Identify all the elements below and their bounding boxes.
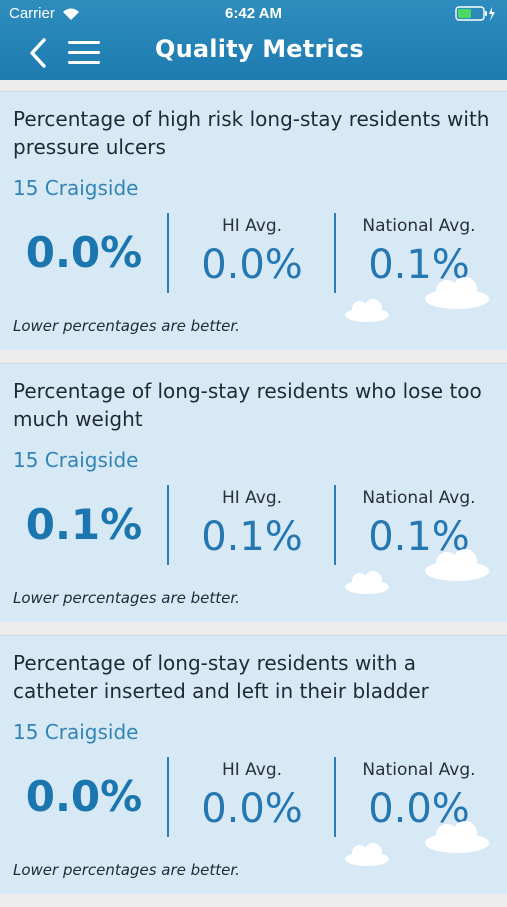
divider bbox=[167, 485, 169, 565]
cloud-icon bbox=[345, 571, 389, 594]
metric-title: Percentage of long-stay residents with a… bbox=[13, 651, 429, 703]
hi-average-column: HI Avg. 0.0% bbox=[169, 216, 335, 288]
hi-average-value: 0.1% bbox=[201, 514, 303, 560]
metrics-list: Percentage of high risk long-stay reside… bbox=[0, 91, 507, 907]
facility-value: 0.0% bbox=[25, 228, 143, 277]
hi-average-label: HI Avg. bbox=[221, 216, 283, 236]
hi-average-label: HI Avg. bbox=[221, 760, 283, 780]
hi-average-column: HI Avg. 0.0% bbox=[169, 760, 335, 832]
footnote: Lower percentages are better. bbox=[13, 589, 240, 607]
divider bbox=[334, 757, 336, 837]
hamburger-menu-icon[interactable] bbox=[66, 38, 102, 68]
wifi-icon bbox=[63, 8, 79, 20]
national-average-label: National Avg. bbox=[362, 760, 476, 780]
hi-average-value: 0.0% bbox=[201, 786, 303, 832]
facility-name: 15 Craigside bbox=[13, 720, 139, 744]
clock: 6:42 AM bbox=[225, 5, 282, 22]
divider bbox=[334, 485, 336, 565]
battery-icon bbox=[455, 6, 495, 21]
facility-name: 15 Craigside bbox=[13, 176, 139, 200]
national-average-label: National Avg. bbox=[362, 216, 476, 236]
hi-average-label: HI Avg. bbox=[221, 488, 283, 508]
divider bbox=[167, 213, 169, 293]
metric-title: Percentage of long-stay residents who lo… bbox=[13, 379, 482, 431]
carrier-label: Carrier bbox=[9, 5, 55, 22]
nav-bar: Quality Metrics bbox=[0, 28, 507, 80]
divider bbox=[167, 757, 169, 837]
hi-average-value: 0.0% bbox=[201, 242, 303, 288]
footnote: Lower percentages are better. bbox=[13, 861, 240, 879]
metric-card[interactable]: Percentage of long-stay residents with a… bbox=[0, 635, 507, 894]
national-average-column: National Avg. 0.0% bbox=[336, 760, 502, 832]
top-bar: Carrier 6:42 AM Quality Metrics bbox=[0, 0, 507, 80]
cloud-icon bbox=[425, 549, 489, 581]
divider bbox=[334, 213, 336, 293]
cloud-icon bbox=[345, 843, 389, 866]
metric-card[interactable]: Percentage of high risk long-stay reside… bbox=[0, 91, 507, 350]
footnote: Lower percentages are better. bbox=[13, 317, 240, 335]
cloud-icon bbox=[345, 299, 389, 322]
national-average-column: National Avg. 0.1% bbox=[336, 488, 502, 560]
back-arrow-icon[interactable] bbox=[26, 36, 50, 70]
national-average-label: National Avg. bbox=[362, 488, 476, 508]
metric-title: Percentage of high risk long-stay reside… bbox=[13, 107, 490, 159]
hi-average-column: HI Avg. 0.1% bbox=[169, 488, 335, 560]
facility-value: 0.0% bbox=[25, 772, 143, 821]
status-bar: Carrier 6:42 AM bbox=[0, 0, 507, 28]
cloud-icon bbox=[425, 821, 489, 853]
facility-value: 0.1% bbox=[25, 500, 143, 549]
facility-name: 15 Craigside bbox=[13, 448, 139, 472]
metric-card[interactable]: Percentage of long-stay residents who lo… bbox=[0, 363, 507, 622]
national-average-column: National Avg. 0.1% bbox=[336, 216, 502, 288]
page-title: Quality Metrics bbox=[155, 35, 364, 63]
national-average-value: 0.0% bbox=[368, 786, 470, 832]
national-average-value: 0.1% bbox=[368, 242, 470, 288]
cloud-icon bbox=[425, 277, 489, 309]
national-average-value: 0.1% bbox=[368, 514, 470, 560]
